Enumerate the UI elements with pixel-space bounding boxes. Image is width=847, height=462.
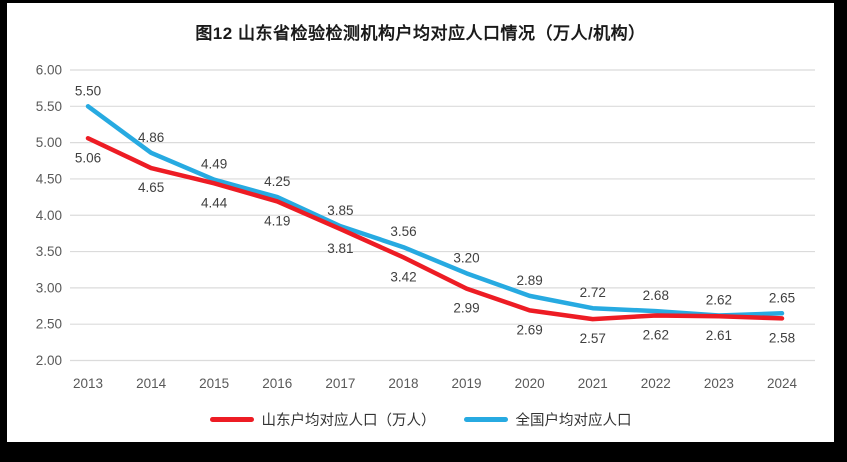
data-label: 5.50 bbox=[75, 83, 101, 98]
y-tick-label: 6.00 bbox=[36, 63, 62, 78]
x-tick-label: 2016 bbox=[262, 376, 292, 391]
data-label: 2.69 bbox=[516, 322, 542, 337]
x-tick-label: 2022 bbox=[641, 376, 671, 391]
y-tick-label: 5.00 bbox=[36, 135, 62, 150]
data-label: 4.44 bbox=[201, 195, 228, 210]
data-label: 4.19 bbox=[264, 213, 290, 228]
legend-item-national: 全国户均对应人口 bbox=[463, 409, 632, 430]
data-label: 3.85 bbox=[327, 203, 353, 218]
legend-label-shandong: 山东户均对应人口（万人） bbox=[261, 413, 436, 429]
data-label: 3.20 bbox=[453, 250, 479, 265]
legend-label-national: 全国户均对应人口 bbox=[515, 413, 632, 429]
data-label: 5.06 bbox=[75, 150, 101, 165]
data-label: 2.62 bbox=[643, 327, 669, 342]
data-label: 2.61 bbox=[706, 328, 732, 343]
data-label: 3.56 bbox=[390, 224, 416, 239]
x-axis-labels: 2013 2014 2015 2016 2017 2018 2019 2020 2021 2022… bbox=[73, 376, 798, 391]
chart-card: 图12 山东省检验检测机构户均对应人口情况（万人/机构） 6.00 5.50 5.0… bbox=[7, 3, 834, 442]
x-tick-label: 2017 bbox=[325, 376, 355, 391]
gridlines bbox=[70, 69, 815, 362]
data-label: 3.42 bbox=[390, 269, 416, 284]
data-label: 3.81 bbox=[327, 241, 353, 256]
line-chart: 6.00 5.50 5.00 4.50 4.00 3.50 3.00 2.50 2.00 2013… bbox=[36, 63, 815, 391]
y-tick-label: 2.50 bbox=[36, 317, 62, 332]
data-label: 4.65 bbox=[138, 180, 164, 195]
chart-legend: 山东户均对应人口（万人） 全国户均对应人口 bbox=[7, 409, 834, 430]
data-label: 2.58 bbox=[769, 330, 795, 345]
y-tick-label: 4.00 bbox=[36, 208, 62, 223]
y-axis-labels: 6.00 5.50 5.00 4.50 4.00 3.50 3.00 2.50 2.00 bbox=[36, 63, 62, 369]
data-label: 2.99 bbox=[453, 301, 479, 316]
y-tick-label: 3.50 bbox=[36, 244, 62, 259]
y-tick-label: 4.50 bbox=[36, 171, 62, 186]
data-label: 4.86 bbox=[138, 130, 164, 145]
data-label: 2.89 bbox=[516, 273, 542, 288]
x-tick-label: 2020 bbox=[515, 376, 545, 391]
x-tick-label: 2024 bbox=[767, 376, 798, 391]
x-tick-label: 2013 bbox=[73, 376, 103, 391]
series-line bbox=[85, 104, 785, 318]
x-tick-label: 2019 bbox=[452, 376, 482, 391]
x-tick-label: 2021 bbox=[578, 376, 608, 391]
y-tick-label: 2.00 bbox=[36, 353, 62, 368]
data-label: 2.68 bbox=[643, 288, 669, 303]
x-tick-label: 2018 bbox=[388, 376, 418, 391]
x-tick-label: 2014 bbox=[136, 376, 167, 391]
legend-swatch-red-line bbox=[209, 417, 254, 422]
x-tick-label: 2023 bbox=[704, 376, 734, 391]
data-label: 4.49 bbox=[201, 157, 227, 172]
chart-title: 图12 山东省检验检测机构户均对应人口情况（万人/机构） bbox=[195, 24, 646, 43]
legend-swatch-blue-line bbox=[463, 417, 508, 422]
y-tick-label: 5.50 bbox=[36, 99, 62, 114]
y-tick-label: 3.00 bbox=[36, 280, 62, 295]
x-tick-label: 2015 bbox=[199, 376, 229, 391]
data-label: 2.62 bbox=[706, 292, 732, 307]
data-label: 2.65 bbox=[769, 290, 795, 305]
data-label: 2.72 bbox=[580, 285, 606, 300]
data-label: 4.25 bbox=[264, 174, 290, 189]
data-labels: 5.06 4.65 4.44 4.19 3.81 3.42 2.99 2.69 2.57 2.62… bbox=[75, 150, 795, 346]
series-line bbox=[85, 136, 785, 322]
legend-item-shandong: 山东户均对应人口（万人） bbox=[209, 409, 436, 430]
data-labels: 5.50 4.86 4.49 4.25 3.85 3.56 3.20 2.89 2.72 2.68… bbox=[75, 83, 795, 307]
data-label: 2.57 bbox=[580, 331, 606, 346]
